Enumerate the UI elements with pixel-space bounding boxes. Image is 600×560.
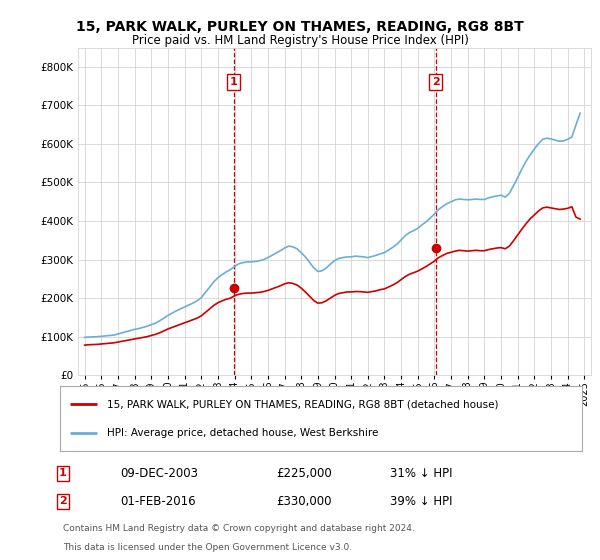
Text: 2: 2 [432, 77, 440, 87]
Text: 1: 1 [59, 468, 67, 478]
Text: HPI: Average price, detached house, West Berkshire: HPI: Average price, detached house, West… [107, 428, 379, 438]
Text: This data is licensed under the Open Government Licence v3.0.: This data is licensed under the Open Gov… [63, 543, 352, 552]
Text: £225,000: £225,000 [276, 466, 332, 480]
Text: 1: 1 [230, 77, 238, 87]
Text: £330,000: £330,000 [276, 494, 331, 508]
Text: 15, PARK WALK, PURLEY ON THAMES, READING, RG8 8BT (detached house): 15, PARK WALK, PURLEY ON THAMES, READING… [107, 399, 499, 409]
Text: 39% ↓ HPI: 39% ↓ HPI [390, 494, 452, 508]
Text: 15, PARK WALK, PURLEY ON THAMES, READING, RG8 8BT: 15, PARK WALK, PURLEY ON THAMES, READING… [76, 20, 524, 34]
Text: 31% ↓ HPI: 31% ↓ HPI [390, 466, 452, 480]
Text: Contains HM Land Registry data © Crown copyright and database right 2024.: Contains HM Land Registry data © Crown c… [63, 524, 415, 533]
Text: 2: 2 [59, 496, 67, 506]
Text: 01-FEB-2016: 01-FEB-2016 [120, 494, 196, 508]
Text: 09-DEC-2003: 09-DEC-2003 [120, 466, 198, 480]
Text: Price paid vs. HM Land Registry's House Price Index (HPI): Price paid vs. HM Land Registry's House … [131, 34, 469, 46]
